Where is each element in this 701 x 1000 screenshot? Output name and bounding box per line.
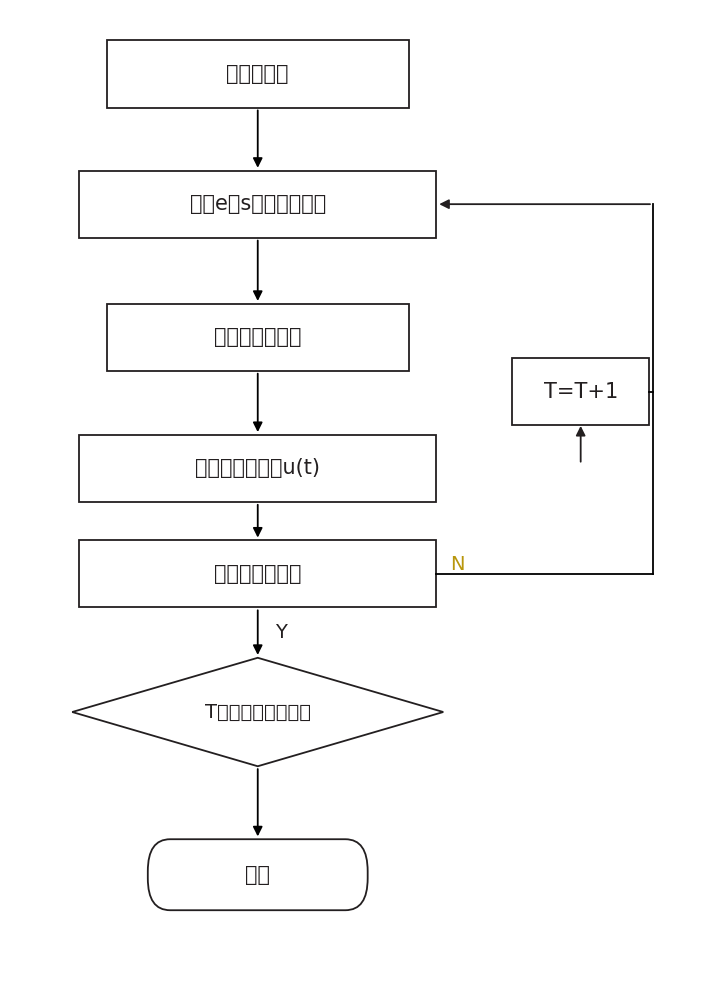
FancyBboxPatch shape <box>79 435 437 502</box>
Polygon shape <box>72 658 443 766</box>
Text: 计算控制器输入u(t): 计算控制器输入u(t) <box>196 458 320 478</box>
FancyBboxPatch shape <box>107 40 409 108</box>
Text: 初始化系统: 初始化系统 <box>226 64 289 84</box>
Text: N: N <box>450 555 465 574</box>
Text: 计算e、s及其一阶导数: 计算e、s及其一阶导数 <box>189 194 326 214</box>
FancyBboxPatch shape <box>512 358 649 425</box>
FancyBboxPatch shape <box>107 304 409 371</box>
FancyBboxPatch shape <box>79 171 437 238</box>
Text: 结束: 结束 <box>245 865 271 885</box>
Text: 计算虚拟控制量: 计算虚拟控制量 <box>214 327 301 347</box>
FancyBboxPatch shape <box>148 839 368 910</box>
FancyBboxPatch shape <box>79 540 437 607</box>
Text: T是否达到终止时刻: T是否达到终止时刻 <box>205 703 311 722</box>
Text: T=T+1: T=T+1 <box>543 382 618 402</box>
Text: 估计参数自适应: 估计参数自适应 <box>214 564 301 584</box>
Text: Y: Y <box>275 623 287 642</box>
